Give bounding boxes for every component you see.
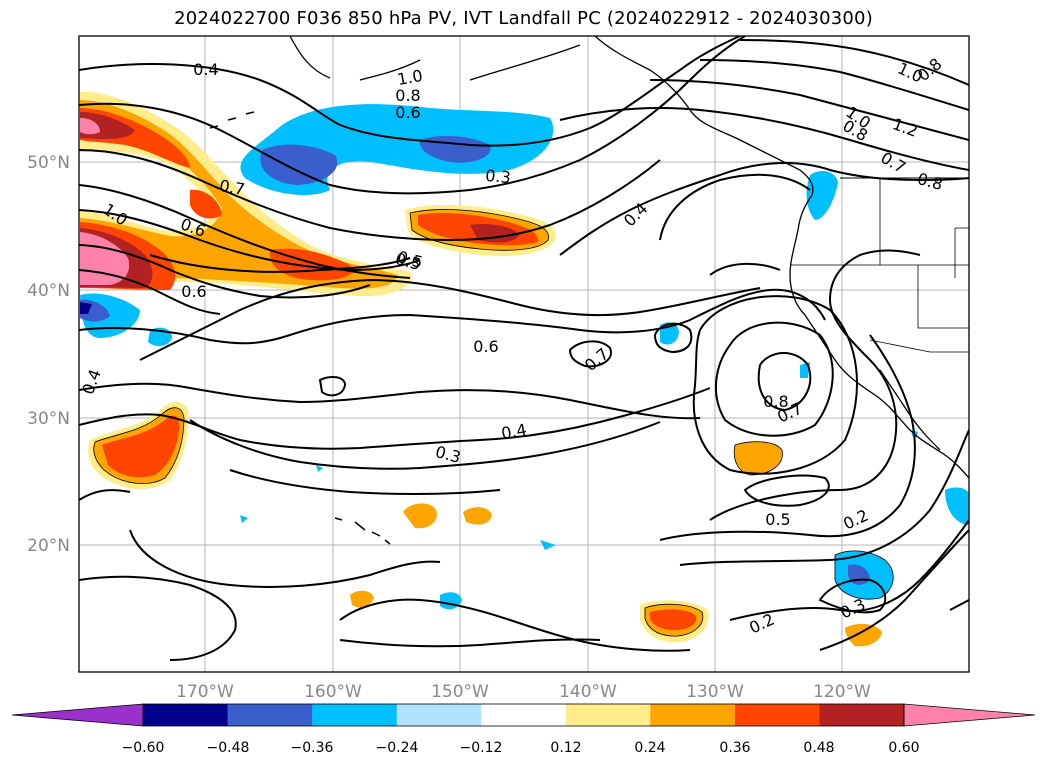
negative-pv-shading — [80, 104, 969, 610]
alaska-coast — [289, 36, 814, 196]
contour-label: 0.6 — [395, 103, 420, 122]
contour-label: 0.8 — [763, 392, 788, 411]
contour-label-text: 0.6 — [395, 103, 420, 122]
contour-label: 0.4 — [193, 60, 218, 79]
colorbar-tick-label: −0.36 — [291, 740, 334, 756]
lat-label: 30°N — [27, 409, 70, 429]
lon-label: 150°W — [431, 682, 489, 702]
colorbar-tick-label: 0.12 — [550, 740, 581, 756]
mexico-border — [869, 339, 969, 353]
colorbar-bin — [227, 704, 313, 726]
lon-label: 170°W — [176, 682, 234, 702]
colorbar — [11, 703, 1036, 727]
colorbar-tick-label: 0.24 — [634, 740, 665, 756]
lon-label: 140°W — [559, 682, 617, 702]
colorbar-tick-label: 0.48 — [803, 740, 834, 756]
contour-label-text: 0.4 — [500, 420, 528, 443]
colorbar-bin — [143, 704, 229, 726]
shading-outlines — [93, 209, 894, 637]
contour-label: 1.0 — [396, 66, 424, 89]
colorbar-tick-label: 0.36 — [719, 740, 750, 756]
na-west-coast — [789, 194, 969, 479]
contour-label: 0.3 — [485, 166, 512, 187]
colorbar-tick-labels: −0.60 −0.48 −0.36 −0.24 −0.12 0.12 0.24 … — [122, 740, 920, 756]
colorbar-bin — [481, 704, 567, 726]
colorbar-frame — [142, 703, 905, 727]
lon-label: 120°W — [813, 682, 871, 702]
colorbar-tick-label: −0.12 — [460, 740, 503, 756]
colorbar-tick-label: −0.60 — [122, 740, 165, 756]
contour-label-text: 0.4 — [193, 60, 218, 79]
aleutian-islands — [209, 111, 255, 129]
colorbar-tick-label: 0.60 — [888, 740, 919, 756]
colorbar-tick-label: −0.24 — [376, 740, 419, 756]
longitude-labels: 170°W 160°W 150°W 140°W 130°W 120°W — [176, 682, 871, 702]
coastlines — [209, 36, 969, 545]
contour-label-text: 1.0 — [396, 66, 424, 89]
colorbar-bin — [819, 704, 905, 726]
colorbar-bin — [734, 704, 820, 726]
contour-label: 0.4 — [500, 420, 528, 443]
state-borders — [790, 178, 969, 329]
colorbar-extend-min — [11, 703, 144, 727]
latitude-labels: 50°N 40°N 30°N 20°N — [27, 153, 70, 556]
colorbar-tick-label: −0.48 — [207, 740, 250, 756]
lat-label: 40°N — [27, 281, 70, 301]
contour-label-text: 0.8 — [395, 86, 420, 105]
baja-coast — [879, 369, 941, 451]
contour-label: 0.6 — [181, 282, 206, 301]
lat-label: 20°N — [27, 536, 70, 556]
hawaii-islands — [334, 517, 391, 545]
map-frame — [78, 35, 970, 673]
lat-label: 50°N — [27, 153, 70, 173]
contour-label: 0.6 — [473, 337, 498, 356]
colorbar-extend-max — [903, 703, 1036, 727]
contour-label-text: 0.6 — [181, 282, 206, 301]
lon-label: 160°W — [304, 682, 362, 702]
contour-label: 0.5 — [765, 510, 790, 529]
contour-label: 0.7 — [218, 176, 246, 199]
contour-label-text: 0.7 — [218, 176, 246, 199]
map-title: 2024022700 F036 850 hPa PV, IVT Landfall… — [174, 8, 873, 29]
contour-label-text: 0.5 — [765, 510, 790, 529]
contour-label-text: 0.6 — [473, 337, 498, 356]
contour-label-text: 0.3 — [485, 166, 512, 187]
colorbar-bin — [396, 704, 482, 726]
pv-contours — [79, 36, 969, 661]
colorbar-bin — [312, 704, 398, 726]
contour-label: 0.8 — [395, 86, 420, 105]
colorbar-bin — [565, 704, 651, 726]
lon-label: 130°W — [686, 682, 744, 702]
contour-label-text: 0.8 — [763, 392, 788, 411]
colorbar-bin — [650, 704, 736, 726]
